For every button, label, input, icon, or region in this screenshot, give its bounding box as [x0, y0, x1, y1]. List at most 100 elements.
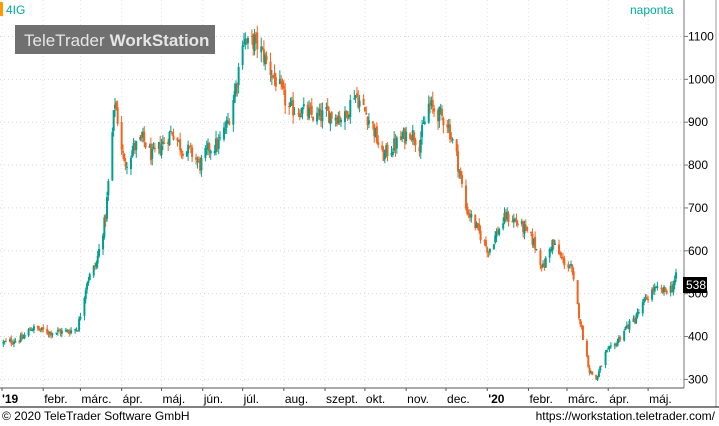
- candle-body: [262, 49, 265, 63]
- candle-body: [488, 248, 491, 253]
- candle-body: [502, 223, 505, 229]
- candle-body: [141, 131, 144, 137]
- candle-body: [572, 271, 575, 280]
- candle-body: [660, 287, 663, 289]
- x-tick-label: júl.: [243, 392, 259, 406]
- candle-body: [383, 151, 386, 159]
- candle-body: [95, 262, 98, 268]
- candle-body: [486, 247, 489, 253]
- candle-body: [427, 103, 430, 123]
- candle-body: [232, 100, 235, 125]
- candle-body: [532, 238, 535, 246]
- candle-body: [430, 100, 433, 107]
- candle-body: [410, 138, 413, 140]
- candle-body: [244, 38, 247, 45]
- candle-body: [70, 330, 73, 334]
- candle-body: [153, 148, 156, 150]
- candle-body: [429, 103, 432, 106]
- candle-body: [278, 78, 281, 85]
- candle-body: [516, 223, 519, 225]
- x-tick-label: jún.: [203, 392, 223, 406]
- candle-body: [551, 240, 554, 251]
- candle-body: [637, 312, 640, 314]
- candle-body: [419, 139, 422, 153]
- candle-body: [76, 330, 79, 332]
- candle-body: [605, 350, 608, 353]
- candle-body: [68, 332, 71, 334]
- x-tick-label: febr.: [529, 392, 552, 406]
- candle-body: [433, 108, 436, 112]
- candle-body: [625, 325, 628, 328]
- x-tick-label: '19: [2, 392, 19, 406]
- candle-body: [633, 318, 636, 323]
- candle-body: [563, 258, 566, 266]
- candle-body: [394, 140, 397, 150]
- candle-body: [418, 147, 421, 152]
- candle-body: [652, 288, 655, 291]
- candle-body: [256, 32, 259, 50]
- candlestick-series: [2, 25, 678, 382]
- candle-body: [216, 138, 219, 149]
- candle-body: [576, 280, 579, 305]
- candle-body: [459, 171, 462, 177]
- candle-body: [140, 134, 143, 138]
- candle-body: [455, 139, 458, 152]
- candle-body: [367, 120, 370, 124]
- candle-body: [112, 110, 115, 131]
- candle-body: [504, 212, 507, 220]
- candle-body: [623, 330, 626, 341]
- candle-body: [148, 146, 151, 148]
- candle-body: [197, 159, 200, 161]
- candle-body: [205, 147, 208, 149]
- candle-body: [671, 285, 674, 292]
- candle-body: [12, 342, 15, 344]
- candle-body: [544, 257, 547, 268]
- candle-body: [32, 326, 35, 331]
- candle-body: [282, 86, 285, 89]
- footer-url[interactable]: https://workstation.teletrader.com/: [535, 409, 715, 423]
- candle-body: [609, 345, 612, 347]
- candle-body: [261, 47, 264, 49]
- candle-body: [19, 335, 22, 342]
- candle-body: [456, 151, 459, 172]
- candle-body: [338, 115, 341, 121]
- candle-body: [632, 318, 635, 322]
- candle-body: [496, 230, 499, 234]
- candle-body: [133, 144, 136, 150]
- candle-body: [11, 343, 14, 345]
- y-tick-label: 600: [688, 244, 708, 258]
- candle-body: [596, 376, 599, 380]
- candle-body: [522, 221, 525, 233]
- candle-body: [129, 157, 132, 170]
- candle-body: [600, 365, 603, 367]
- candle-body: [483, 240, 486, 242]
- candle-body: [467, 213, 470, 215]
- candle-body: [176, 137, 179, 141]
- candle-body: [115, 102, 118, 110]
- candle-body: [363, 107, 366, 112]
- candle-body: [75, 329, 78, 331]
- candle-body: [476, 223, 479, 225]
- period-label: naponta: [630, 3, 674, 17]
- candle-body: [149, 143, 152, 161]
- candle-body: [604, 351, 607, 366]
- candle-body: [169, 131, 172, 133]
- candle-body: [619, 336, 622, 340]
- candle-body: [321, 110, 324, 122]
- candle-body: [104, 215, 107, 221]
- candle-body: [317, 114, 320, 116]
- candle-body: [365, 112, 368, 115]
- candle-body: [274, 77, 277, 87]
- candle-body: [554, 243, 557, 245]
- candle-body: [223, 127, 226, 140]
- candle-body: [31, 329, 34, 331]
- candle-body: [329, 113, 332, 125]
- candle-body: [511, 221, 514, 223]
- candle-body: [252, 34, 255, 49]
- candle-body: [414, 139, 417, 146]
- candle-body: [665, 290, 668, 294]
- candle-body: [159, 143, 162, 153]
- candle-body: [38, 328, 41, 331]
